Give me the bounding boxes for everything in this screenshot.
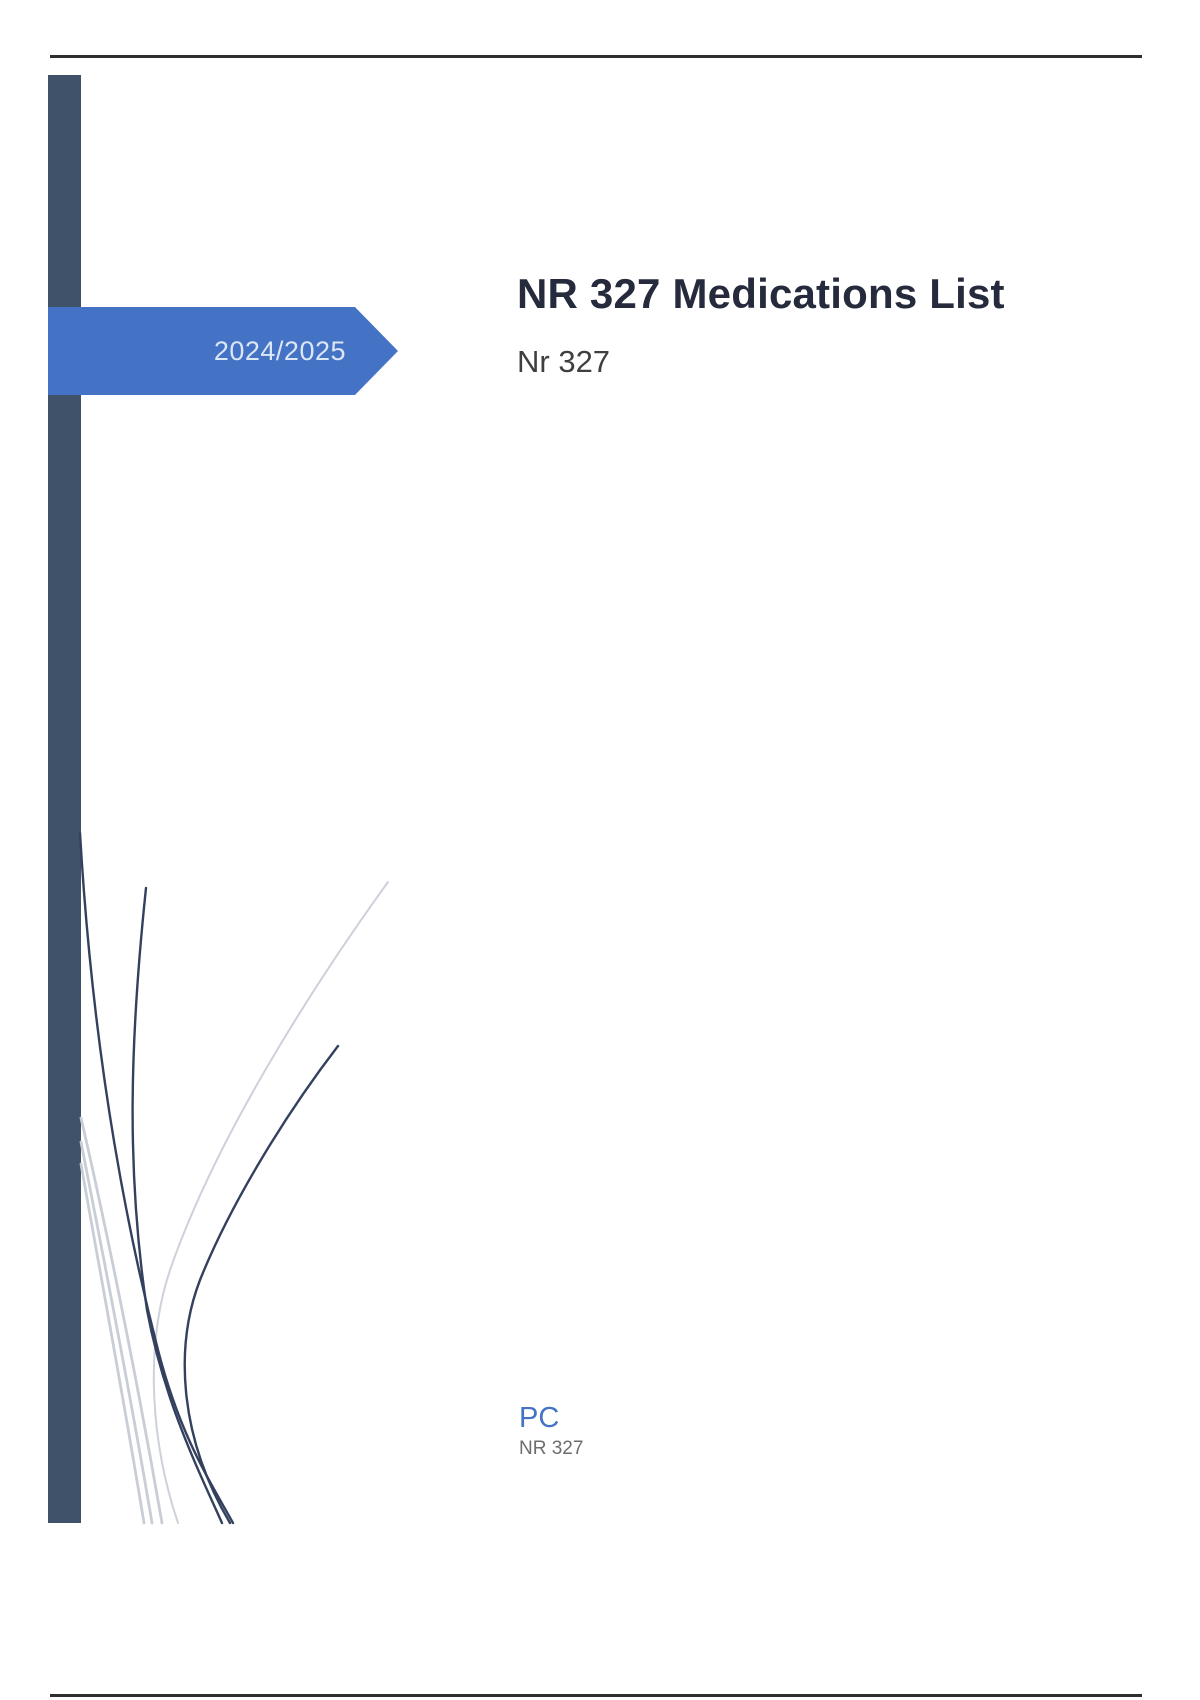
swoosh-curve-dark (131, 886, 224, 1525)
year-banner: 2024/2025 (48, 307, 398, 395)
swoosh-curve-dark-sweep (183, 1044, 340, 1525)
author-label: PC (519, 1402, 560, 1434)
bottom-rule (50, 1694, 1142, 1697)
swoosh-curve-light (79, 1116, 164, 1525)
year-banner-label: 2024/2025 (213, 335, 346, 366)
swoosh-curve-light-sweep (152, 881, 389, 1524)
swoosh-decoration (78, 831, 389, 1525)
course-label: NR 327 (519, 1438, 584, 1459)
document-title: NR 327 Medications List (517, 270, 1005, 317)
swoosh-curve-light (79, 1162, 146, 1525)
swoosh-curve-dark (78, 831, 235, 1525)
top-rule (50, 55, 1142, 58)
swoosh-curve-light (79, 1140, 154, 1525)
document-subtitle: Nr 327 (517, 344, 611, 379)
